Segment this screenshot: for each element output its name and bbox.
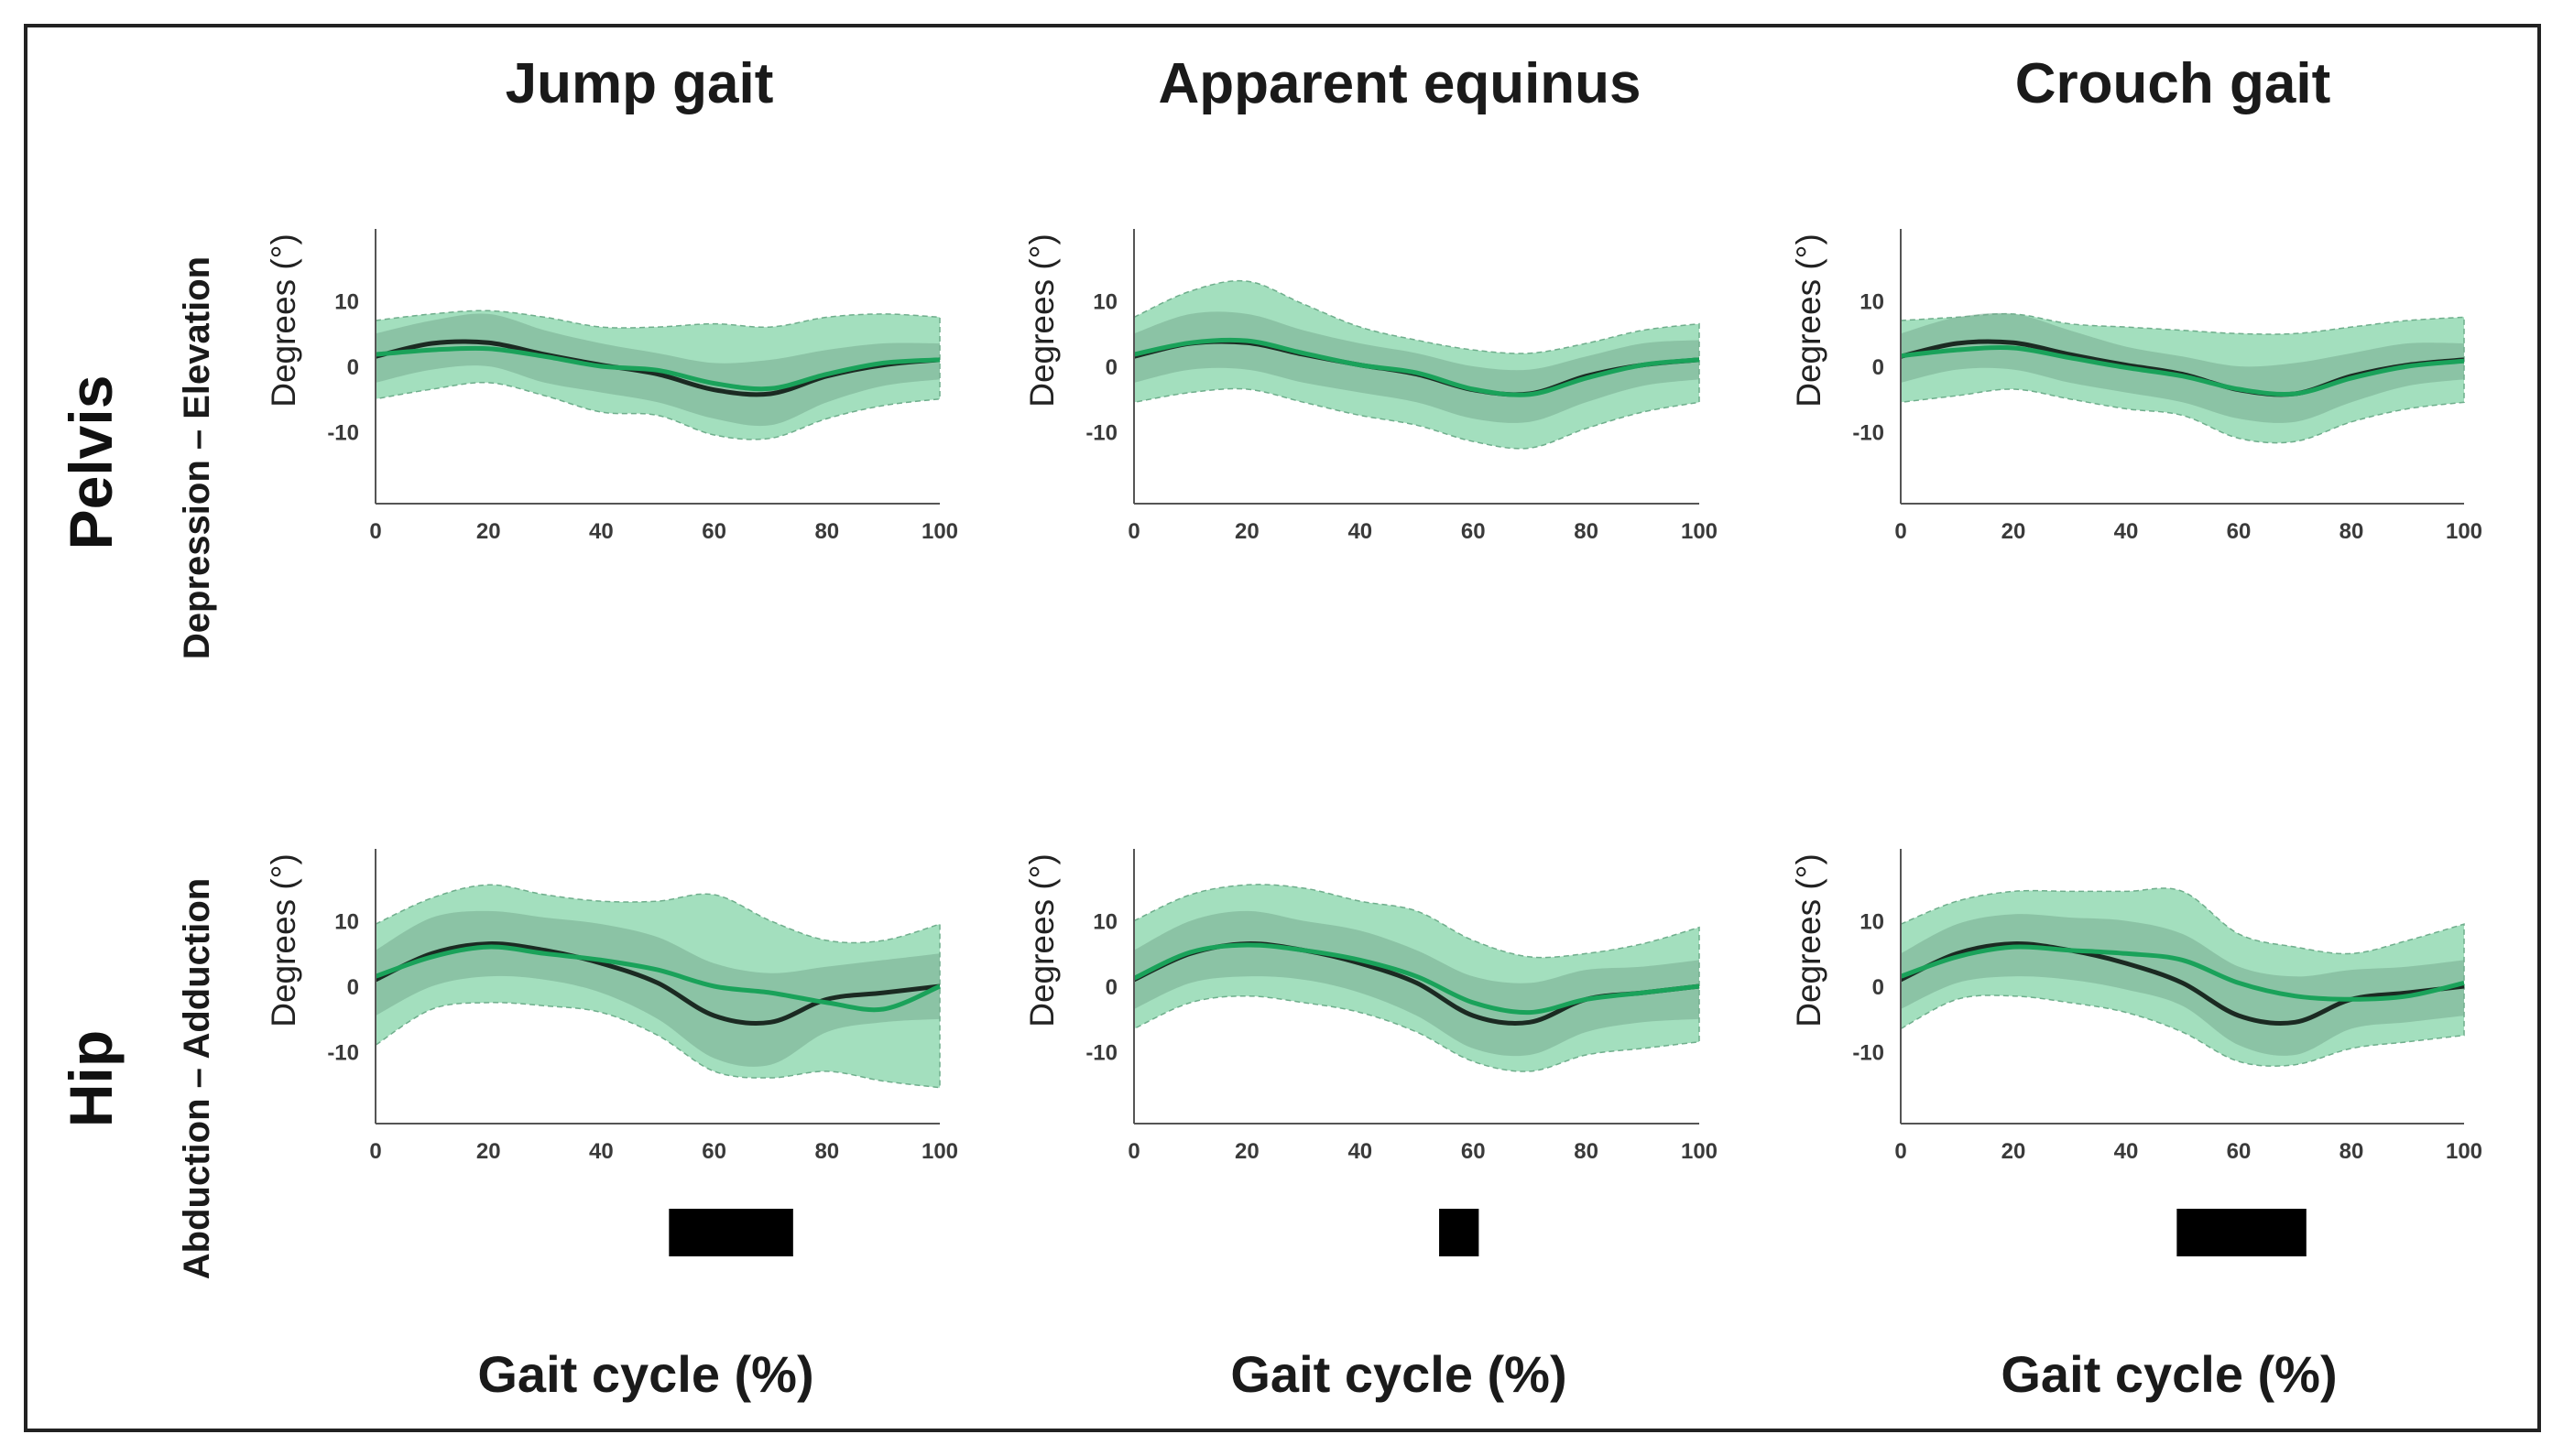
y-tick-pelvis-crouch-gait-10: -10 xyxy=(1852,420,1884,445)
y-tick-pelvis-apparent-equinus-0: 0 xyxy=(1106,355,1118,380)
column-title-crouch-gait: Crouch gait xyxy=(2015,52,2330,115)
row-title-pelvis: Pelvis xyxy=(57,375,125,550)
x-tick-pelvis-apparent-equinus-0: 0 xyxy=(1128,519,1140,544)
y-axis-label-pelvis-apparent-equinus: Degrees (°) xyxy=(1023,234,1061,407)
y-tick-hip-crouch-gait-10: -10 xyxy=(1852,1040,1884,1065)
x-tick-pelvis-jump-gait-80: 80 xyxy=(814,519,839,544)
y-axis-label-pelvis-crouch-gait: Degrees (°) xyxy=(1790,234,1827,407)
x-tick-hip-apparent-equinus-0: 0 xyxy=(1128,1139,1140,1164)
figure-frame xyxy=(24,24,2541,1432)
group-line-pelvis-apparent-equinus xyxy=(1133,337,1700,397)
x-tick-hip-apparent-equinus-60: 60 xyxy=(1461,1139,1486,1164)
x-tick-hip-apparent-equinus-40: 40 xyxy=(1347,1139,1372,1164)
row-axis-label-pelvis: Depression – Elevation xyxy=(177,256,217,659)
x-tick-hip-crouch-gait-20: 20 xyxy=(2001,1139,2026,1164)
significance-bars xyxy=(669,1209,2307,1256)
y-tick-hip-crouch-gait-10: 10 xyxy=(1860,910,1884,935)
y-axis-label-hip-crouch-gait: Degrees (°) xyxy=(1790,853,1827,1027)
y-tick-hip-crouch-gait-0: 0 xyxy=(1872,975,1884,1000)
x-tick-pelvis-apparent-equinus-80: 80 xyxy=(1574,519,1598,544)
significance-bar-jump-gait xyxy=(669,1209,793,1256)
x-tick-pelvis-crouch-gait-20: 20 xyxy=(2001,519,2026,544)
x-tick-hip-crouch-gait-80: 80 xyxy=(2339,1139,2364,1164)
group-line-pelvis-jump-gait xyxy=(375,345,941,392)
x-tick-hip-jump-gait-100: 100 xyxy=(922,1139,958,1164)
x-tick-hip-jump-gait-20: 20 xyxy=(476,1139,501,1164)
x-tick-pelvis-crouch-gait-40: 40 xyxy=(2114,519,2139,544)
y-tick-pelvis-jump-gait-10: -10 xyxy=(327,420,359,445)
significance-bar-crouch-gait xyxy=(2176,1209,2307,1256)
x-tick-hip-jump-gait-80: 80 xyxy=(814,1139,839,1164)
reference-line-hip-crouch-gait xyxy=(1899,941,2465,1026)
x-tick-hip-crouch-gait-0: 0 xyxy=(1894,1139,1906,1164)
x-tick-hip-jump-gait-0: 0 xyxy=(369,1139,381,1164)
column-title-jump-gait: Jump gait xyxy=(506,52,774,115)
x-tick-pelvis-crouch-gait-80: 80 xyxy=(2339,519,2364,544)
y-axis-label-hip-apparent-equinus: Degrees (°) xyxy=(1023,853,1061,1027)
x-tick-pelvis-jump-gait-20: 20 xyxy=(476,519,501,544)
row-axis-label-hip: Abduction – Adduction xyxy=(177,878,217,1279)
x-tick-hip-jump-gait-40: 40 xyxy=(589,1139,614,1164)
y-tick-pelvis-jump-gait-10: 10 xyxy=(334,290,359,315)
y-tick-pelvis-crouch-gait-10: 10 xyxy=(1860,290,1884,315)
group-line-hip-apparent-equinus xyxy=(1132,942,1700,1016)
group-line-hip-jump-gait xyxy=(375,944,941,1013)
group-line-hip-crouch-gait xyxy=(1900,944,2465,1002)
x-tick-pelvis-jump-gait-0: 0 xyxy=(369,519,381,544)
x-tick-hip-crouch-gait-40: 40 xyxy=(2114,1139,2139,1164)
y-tick-hip-apparent-equinus-10: -10 xyxy=(1085,1040,1118,1065)
x-tick-hip-crouch-gait-100: 100 xyxy=(2446,1139,2482,1164)
x-tick-pelvis-crouch-gait-0: 0 xyxy=(1894,519,1906,544)
group-line-pelvis-crouch-gait xyxy=(1900,345,2465,397)
x-tick-pelvis-apparent-equinus-60: 60 xyxy=(1461,519,1486,544)
y-tick-hip-apparent-equinus-0: 0 xyxy=(1106,975,1118,1000)
y-tick-hip-jump-gait-10: 10 xyxy=(334,910,359,935)
y-tick-hip-jump-gait-0: 0 xyxy=(347,975,359,1000)
x-tick-hip-apparent-equinus-20: 20 xyxy=(1235,1139,1260,1164)
x-tick-pelvis-crouch-gait-60: 60 xyxy=(2227,519,2252,544)
x-tick-pelvis-jump-gait-60: 60 xyxy=(702,519,726,544)
inner-band-pelvis-apparent-equinus xyxy=(1134,311,1699,423)
reference-line-hip-jump-gait xyxy=(374,941,941,1026)
x-axis-label-crouch-gait: Gait cycle (%) xyxy=(2001,1345,2337,1403)
y-tick-pelvis-apparent-equinus-10: 10 xyxy=(1093,290,1118,315)
x-tick-pelvis-jump-gait-100: 100 xyxy=(922,519,958,544)
x-tick-pelvis-apparent-equinus-20: 20 xyxy=(1235,519,1260,544)
x-tick-pelvis-apparent-equinus-40: 40 xyxy=(1347,519,1372,544)
x-tick-hip-apparent-equinus-80: 80 xyxy=(1574,1139,1598,1164)
x-axis-label-jump-gait: Gait cycle (%) xyxy=(477,1345,813,1403)
y-tick-pelvis-crouch-gait-0: 0 xyxy=(1872,355,1884,380)
x-tick-hip-apparent-equinus-100: 100 xyxy=(1681,1139,1718,1164)
x-tick-pelvis-jump-gait-40: 40 xyxy=(589,519,614,544)
x-tick-pelvis-crouch-gait-100: 100 xyxy=(2446,519,2482,544)
column-title-apparent-equinus: Apparent equinus xyxy=(1158,52,1641,115)
row-title-hip: Hip xyxy=(57,1030,125,1127)
x-tick-pelvis-apparent-equinus-100: 100 xyxy=(1681,519,1718,544)
y-tick-hip-jump-gait-10: -10 xyxy=(327,1040,359,1065)
y-tick-pelvis-jump-gait-0: 0 xyxy=(347,355,359,380)
y-tick-hip-apparent-equinus-10: 10 xyxy=(1093,910,1118,935)
significance-bar-apparent-equinus xyxy=(1439,1209,1479,1256)
x-axis-label-apparent-equinus: Gait cycle (%) xyxy=(1230,1345,1566,1403)
y-axis-label-pelvis-jump-gait: Degrees (°) xyxy=(265,234,302,407)
y-tick-pelvis-apparent-equinus-10: -10 xyxy=(1085,420,1118,445)
x-tick-hip-jump-gait-60: 60 xyxy=(702,1139,726,1164)
y-axis-label-hip-jump-gait: Degrees (°) xyxy=(265,853,302,1027)
x-tick-hip-crouch-gait-60: 60 xyxy=(2227,1139,2252,1164)
inner-band-pelvis-crouch-gait xyxy=(1901,312,2464,423)
